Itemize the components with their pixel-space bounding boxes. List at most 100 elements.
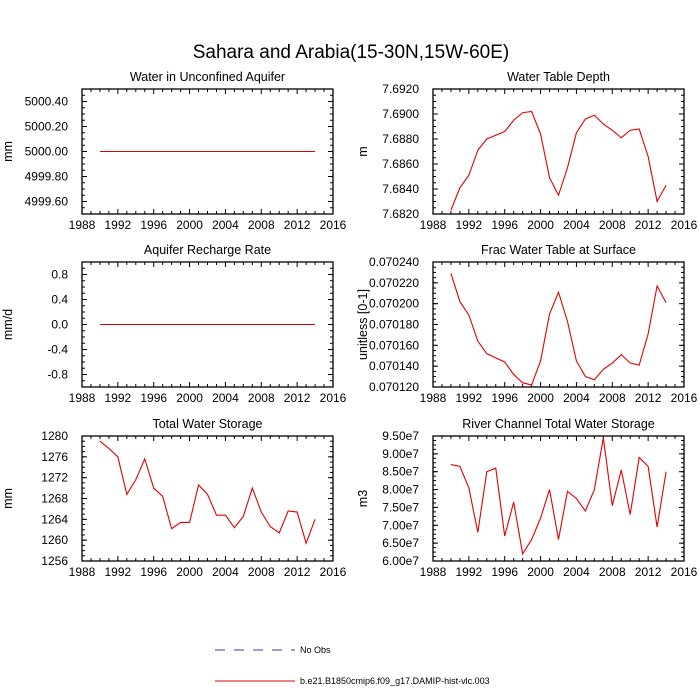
x-tick-label: 2008 xyxy=(248,391,275,405)
x-tick-label: 2000 xyxy=(527,391,554,405)
x-tick-label: 1992 xyxy=(456,391,483,405)
y-tick-label: 1256 xyxy=(41,554,68,568)
x-tick-label: 2000 xyxy=(176,565,203,579)
x-tick-label: 2004 xyxy=(212,565,239,579)
x-tick-label: 2016 xyxy=(320,218,347,232)
x-tick-label: 2008 xyxy=(599,218,626,232)
plot-frame xyxy=(432,435,685,562)
y-tick-label: 8.00e7 xyxy=(382,483,419,497)
y-tick-label: 5000.20 xyxy=(25,120,69,134)
y-axis-label: mm xyxy=(1,141,15,162)
y-tick-label: 0.070160 xyxy=(369,338,419,352)
y-tick-label: 5000.00 xyxy=(25,145,69,159)
y-tick-label: 1280 xyxy=(41,429,68,443)
x-tick-label: 1992 xyxy=(456,218,483,232)
y-tick-label: 7.6840 xyxy=(382,182,419,196)
y-tick-label: 7.6880 xyxy=(382,132,419,146)
y-tick-label: 7.6820 xyxy=(382,207,419,221)
y-tick-label: 9.00e7 xyxy=(382,447,419,461)
x-tick-label: 2008 xyxy=(248,218,275,232)
panel-3: Aquifer Recharge Rate mm/d 1988 1992 1996 200… xyxy=(1,243,347,405)
x-tick-label: 2012 xyxy=(284,391,311,405)
x-tick-label: 2008 xyxy=(599,565,626,579)
x-tick-label: 2016 xyxy=(671,391,698,405)
x-tick-label: 2004 xyxy=(563,565,590,579)
x-tick-label: 1992 xyxy=(105,391,132,405)
series-line xyxy=(450,110,667,211)
legend-model-label: b.e21.B1850cmip6.f09_g17.DAMIP-hist-vlc.… xyxy=(300,676,490,686)
x-tick-label: 2000 xyxy=(176,391,203,405)
x-tick-label: 2012 xyxy=(635,391,662,405)
y-tick-label: 7.6920 xyxy=(382,82,419,96)
y-tick-label: 6.00e7 xyxy=(382,554,419,568)
y-tick-label: 0.070220 xyxy=(369,276,419,290)
y-axis-label: unitless [0-1] xyxy=(356,289,370,360)
panel-title: Frac Water Table at Surface xyxy=(481,243,636,257)
y-axis-label: m3 xyxy=(356,490,370,507)
plot-frame xyxy=(81,435,334,562)
plot-frame xyxy=(81,88,334,215)
x-tick-label: 2016 xyxy=(671,218,698,232)
x-tick-label: 2000 xyxy=(527,565,554,579)
x-tick-label: 2016 xyxy=(320,565,347,579)
y-tick-label: 0.070240 xyxy=(369,255,419,269)
series-line xyxy=(99,440,316,546)
y-tick-label: 1264 xyxy=(41,512,68,526)
panel-2: Water Table Depth m 1988 1992 1996 2000 2004 20… xyxy=(356,70,698,232)
x-tick-label: 1988 xyxy=(69,391,96,405)
x-tick-label: 1992 xyxy=(105,565,132,579)
y-axis-label: m xyxy=(356,146,370,156)
panel-5: Total Water Storage mm 1988 1992 1996 2000 200… xyxy=(1,417,347,579)
x-tick-label: 1992 xyxy=(105,218,132,232)
x-tick-label: 2016 xyxy=(671,565,698,579)
x-tick-label: 2004 xyxy=(212,218,239,232)
x-tick-label: 2012 xyxy=(284,218,311,232)
series-line xyxy=(450,437,667,556)
figure-title: Sahara and Arabia(15-30N,15W-60E) xyxy=(193,42,510,63)
x-tick-label: 2004 xyxy=(563,218,590,232)
y-tick-label: 7.50e7 xyxy=(382,500,419,514)
series-line xyxy=(450,273,667,386)
panel-title: Water in Unconfined Aquifer xyxy=(130,70,285,84)
x-tick-label: 2000 xyxy=(176,218,203,232)
x-tick-label: 1996 xyxy=(140,565,167,579)
y-tick-label: 5000.40 xyxy=(25,95,69,109)
legend-no-obs-label: No Obs xyxy=(300,645,331,655)
x-tick-label: 1988 xyxy=(420,218,447,232)
y-tick-label: 6.50e7 xyxy=(382,536,419,550)
x-tick-label: 1996 xyxy=(140,391,167,405)
x-tick-label: 2000 xyxy=(527,218,554,232)
y-tick-label: 0.070120 xyxy=(369,380,419,394)
y-tick-label: 7.6900 xyxy=(382,107,419,121)
x-tick-label: 1996 xyxy=(491,565,518,579)
x-tick-label: 2004 xyxy=(212,391,239,405)
x-tick-label: 1988 xyxy=(69,565,96,579)
y-tick-label: 0.070180 xyxy=(369,318,419,332)
panel-title: Total Water Storage xyxy=(152,417,262,431)
y-tick-label: 0.070200 xyxy=(369,297,419,311)
y-tick-label: 1272 xyxy=(41,471,68,485)
y-tick-label: 0.8 xyxy=(51,268,68,282)
y-tick-label: 0.4 xyxy=(51,293,68,307)
x-tick-label: 2012 xyxy=(635,565,662,579)
panel-title: River Channel Total Water Storage xyxy=(462,417,655,431)
panel-1: Water in Unconfined Aquifer mm 1988 1992 199… xyxy=(1,70,347,232)
panel-6: River Channel Total Water Storage m3 1988 1… xyxy=(356,417,698,579)
y-tick-label: 0.070140 xyxy=(369,359,419,373)
plot-frame xyxy=(81,261,334,388)
x-tick-label: 2004 xyxy=(563,391,590,405)
y-tick-label: 7.6860 xyxy=(382,157,419,171)
y-axis-label: mm/d xyxy=(1,309,15,340)
y-tick-label: 4999.60 xyxy=(25,195,69,209)
panels: Water in Unconfined Aquifer mm 1988 1992 199… xyxy=(1,70,698,579)
panel-4: Frac Water Table at Surface unitless [0-1… xyxy=(356,243,698,405)
x-tick-label: 2016 xyxy=(320,391,347,405)
panel-title: Water Table Depth xyxy=(507,70,610,84)
x-tick-label: 2008 xyxy=(599,391,626,405)
x-tick-label: 1988 xyxy=(420,565,447,579)
y-tick-label: -0.4 xyxy=(47,343,68,357)
x-tick-label: 1996 xyxy=(491,391,518,405)
x-tick-label: 2012 xyxy=(635,218,662,232)
x-tick-label: 1996 xyxy=(140,218,167,232)
